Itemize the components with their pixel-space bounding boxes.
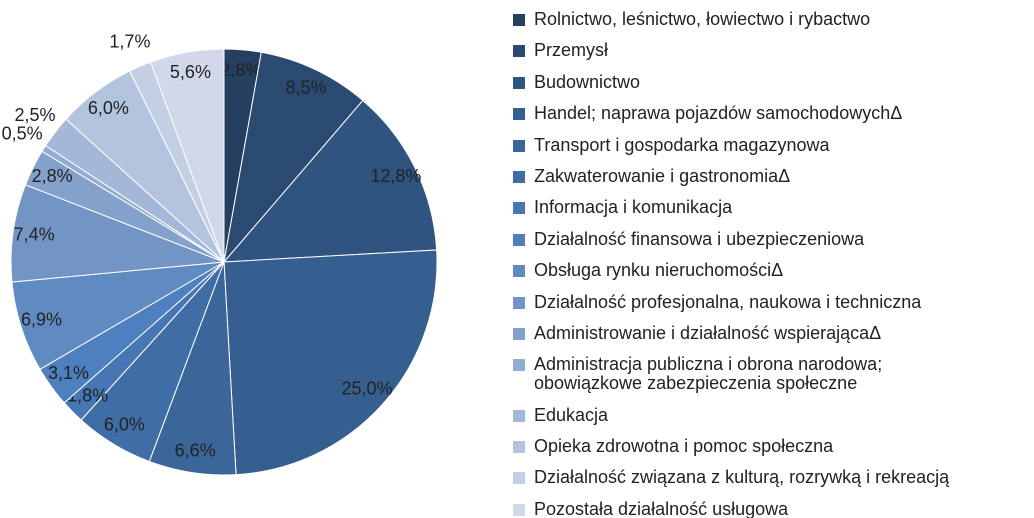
legend-swatch [513,296,525,309]
legend-swatch [513,108,525,121]
legend-label: Transport i gospodarka magazynowa [534,134,830,155]
legend-label: Handel; naprawa pojazdów samochodowychΔ [534,103,903,124]
legend-label: Budownictwo [534,71,641,92]
pie-slice [10,184,225,283]
legend-label: Opieka zdrowotna i pomoc społeczna [534,436,834,457]
legend-swatch [513,14,525,26]
data-label: 6,0% [104,415,145,435]
data-label: 1,7% [109,32,150,52]
legend-swatch [513,139,525,152]
data-label: 25,0% [341,378,392,398]
legend-label: Działalność finansowa i ubezpieczeniowa [534,228,865,249]
data-label: 0,5% [2,124,43,144]
legend-item: Działalność profesjonalna, naukowa i tec… [513,291,1034,312]
legend-item: Działalność finansowa i ubezpieczeniowa [513,228,1034,249]
legend-label: Działalność związana z kulturą, rozrywką… [534,467,950,488]
legend-label: Edukacja [534,404,609,425]
legend-label: Administrowanie i działalność wspierając… [534,322,882,343]
legend-swatch [513,441,525,454]
data-label: 3,1% [48,363,89,383]
legend-swatch [513,170,525,183]
pie-slice [223,249,438,476]
legend-swatch [513,76,525,89]
legend-item: Rolnictwo, leśnictwo, łowiectwo i rybact… [513,10,1034,29]
data-label: 8,5% [286,78,327,98]
data-label: 6,6% [175,440,216,460]
pie-slice [223,51,364,264]
legend-swatch [513,409,525,422]
legend-label: Informacja i komunikacja [534,197,733,218]
legend-item: Obsługa rynku nieruchomościΔ [513,261,1034,280]
legend-swatch [513,503,525,516]
legend-label: Pozostała działalność usługowa [534,498,789,518]
legend-label: Zakwaterowanie i gastronomiaΔ [534,165,791,186]
pie-slice [222,99,438,263]
pie-slice [149,48,225,263]
legend-item: Transport i gospodarka magazynowa [513,134,1034,155]
data-label: 6,9% [21,309,62,329]
data-label: 6,0% [88,98,129,118]
legend: Rolnictwo, leśnictwo, łowiectwo i rybact… [513,10,1034,518]
legend-label: Przemysł [534,40,609,61]
legend-item: Pozostała działalność usługowa [513,498,1034,518]
legend-item: Administrowanie i działalność wspierając… [513,322,1034,343]
legend-label: Obsługa rynku nieruchomościΔ [534,260,784,281]
data-label: 12,8% [370,166,421,186]
legend-item: Handel; naprawa pojazdów samochodowychΔ [513,104,1034,123]
data-label: 2,8% [220,60,261,80]
legend-label: Działalność profesjonalna, naukowa i tec… [534,291,922,312]
legend-item: Przemysł [513,41,1034,60]
legend-label: Rolnictwo, leśnictwo, łowiectwo i rybact… [534,9,871,29]
data-label: 2,8% [32,166,73,186]
legend-item: Administracja publiczna i obrona narodow… [513,355,1034,393]
data-label: 7,4% [14,224,55,244]
chart: 2,8%8,5%12,8%25,0%6,6%6,0%1,8%3,1%6,9%7,… [2,32,438,476]
legend-swatch [513,45,525,58]
legend-swatch [513,472,525,485]
legend-label: Administracja publiczna i obrona narodow… [534,354,883,394]
legend-swatch [513,265,525,278]
legend-swatch [513,202,525,215]
data-label: 2,5% [15,105,56,125]
legend-swatch [513,359,525,372]
legend-item: Informacja i komunikacja [513,198,1034,217]
legend-item: Opieka zdrowotna i pomoc społeczna [513,437,1034,456]
legend-item: Zakwaterowanie i gastronomiaΔ [513,165,1034,186]
legend-item: Edukacja [513,404,1034,425]
legend-item: Działalność związana z kulturą, rozrywką… [513,468,1034,487]
legend-item: Budownictwo [513,71,1034,92]
legend-swatch [513,233,525,246]
data-label: 5,6% [170,62,211,82]
legend-swatch [513,327,525,340]
